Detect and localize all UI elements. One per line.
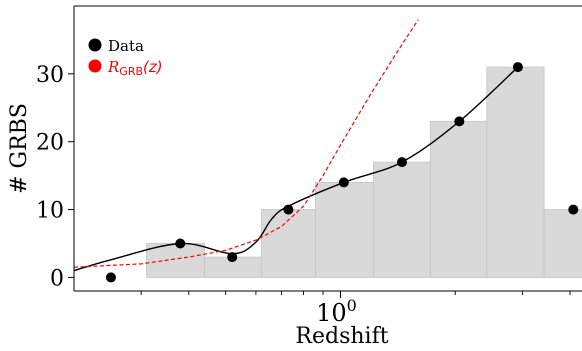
data-points xyxy=(105,62,579,283)
data-point-7 xyxy=(454,116,465,127)
data-point-9 xyxy=(568,204,579,215)
data-point-8 xyxy=(512,62,523,73)
legend-label-data: Data xyxy=(108,37,144,55)
legend-marker-data xyxy=(88,38,102,52)
y-tick-label-30: 30 xyxy=(36,63,64,88)
y-axis-label: # GRBS xyxy=(7,103,32,194)
histogram-bar-7 xyxy=(486,66,545,278)
histogram-bar-4 xyxy=(315,182,374,278)
data-point-1 xyxy=(105,272,116,283)
x-tick-label-0: 100 xyxy=(316,296,357,327)
legend-rgrb-sub: GRB xyxy=(119,65,143,78)
y-tick-label-0: 0 xyxy=(50,266,64,291)
series-lines xyxy=(74,19,519,272)
legend: Data RGRB(z) xyxy=(88,37,163,78)
legend-rgrb-tail: (z) xyxy=(143,58,163,76)
rgrb-dashed-line xyxy=(74,19,419,268)
histogram-bars xyxy=(146,66,582,278)
histogram-bar-6 xyxy=(429,120,488,278)
y-tick-label-20: 20 xyxy=(36,131,64,156)
data-point-5 xyxy=(338,177,349,188)
histogram-bar-1 xyxy=(146,243,205,278)
x-tick-base: 10 xyxy=(316,299,347,327)
legend-marker-rgrb xyxy=(88,59,102,73)
legend-rgrb-main: R xyxy=(107,58,119,76)
histogram-bar-8 xyxy=(543,209,582,278)
data-point-4 xyxy=(283,204,294,215)
data-smooth-line xyxy=(74,66,519,272)
data-point-6 xyxy=(397,157,408,168)
data-point-3 xyxy=(227,252,238,263)
x-axis-label: Redshift xyxy=(295,324,388,349)
y-tick-label-10: 10 xyxy=(36,199,64,224)
x-tick-exponent: 0 xyxy=(347,296,357,315)
histogram-bar-5 xyxy=(373,161,431,278)
legend-label-rgrb: RGRB(z) xyxy=(107,58,163,78)
data-point-2 xyxy=(175,238,186,249)
